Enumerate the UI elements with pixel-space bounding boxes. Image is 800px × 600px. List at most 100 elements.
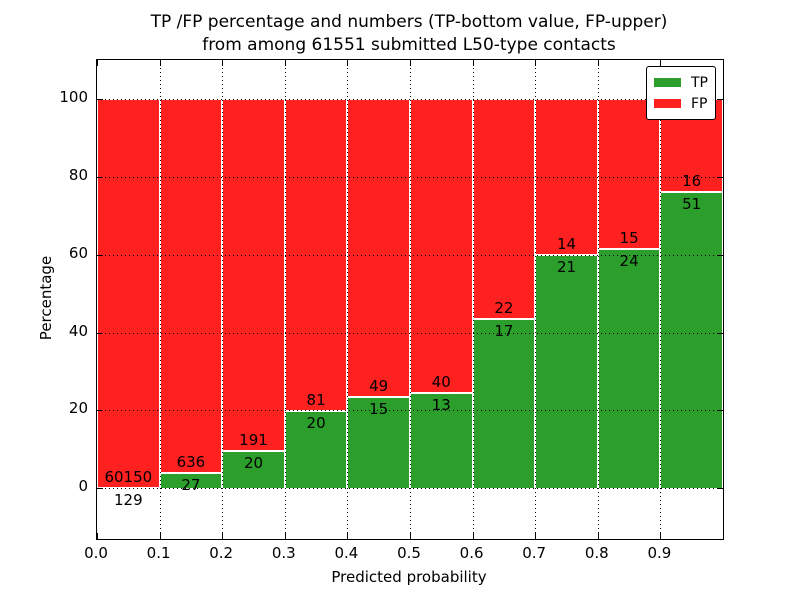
legend-item-fp: FP — [654, 93, 708, 114]
gridline-vertical — [347, 60, 349, 539]
fp-count-label: 81 — [306, 391, 326, 410]
x-tick-label: 0.6 — [459, 544, 484, 562]
x-tick-label: 0.9 — [647, 544, 672, 562]
fp-count-label: 191 — [239, 431, 268, 450]
x-tick-mark — [159, 60, 161, 66]
tp-count-label: 51 — [682, 194, 702, 213]
tp-count-label: 15 — [369, 400, 389, 419]
y-tick-label: 100 — [59, 87, 88, 106]
tp-count-label: 21 — [556, 257, 577, 276]
x-tick-label: 0.0 — [84, 544, 108, 562]
fp-count-label: 40 — [431, 372, 451, 391]
y-tick-mark — [717, 176, 723, 178]
bars-layer — [97, 60, 723, 539]
y-tick-mark — [97, 410, 103, 412]
x-axis-label: Predicted probability — [331, 568, 487, 586]
y-tick-mark — [97, 98, 103, 100]
bar-fp — [597, 98, 661, 249]
x-tick-mark — [97, 533, 98, 539]
fp-count-label: 16 — [682, 171, 702, 190]
bar-fp — [410, 98, 473, 393]
x-tick-mark — [347, 60, 349, 66]
tp-count-label: 20 — [306, 414, 326, 433]
legend-swatch-tp-icon — [654, 78, 681, 87]
legend-label-tp: TP — [691, 74, 708, 91]
fp-count-label: 15 — [619, 228, 639, 247]
tp-count-label: 17 — [494, 321, 514, 340]
bar-tp — [472, 318, 536, 489]
x-tick-mark — [222, 60, 224, 66]
x-tick-label: 0.3 — [271, 544, 296, 562]
x-tick-mark — [472, 533, 474, 539]
plot-area: 60150 129 636 27 191 20 81 20 49 15 40 13 22 17 14 21 15… — [96, 59, 724, 540]
gridline-vertical — [222, 60, 224, 539]
legend-label-fp: FP — [691, 95, 708, 112]
tp-count-label: 129 — [113, 490, 143, 509]
gridline-vertical — [472, 60, 474, 539]
bar-tp — [347, 397, 410, 489]
tp-count-label: 20 — [243, 454, 264, 473]
x-tick-mark — [535, 533, 537, 539]
tp-count-label: 13 — [431, 395, 451, 414]
chart-title-line1: TP /FP percentage and numbers (TP-bottom… — [150, 12, 668, 32]
y-tick-mark — [717, 254, 723, 256]
x-tick-mark — [472, 60, 474, 66]
bar-fp — [222, 98, 285, 452]
y-tick-mark — [97, 176, 103, 178]
fp-count-label: 49 — [369, 377, 389, 396]
legend-item-tp: TP — [654, 72, 708, 93]
y-tick-mark — [97, 254, 103, 256]
bar-fp — [535, 98, 598, 255]
chart-title-line2: from among 61551 submitted L50-type cont… — [202, 35, 616, 55]
x-tick-mark — [535, 60, 537, 66]
x-tick-mark — [347, 533, 349, 539]
y-tick-mark — [97, 332, 103, 334]
tp-count-label: 24 — [619, 251, 639, 270]
x-tick-label: 0.5 — [397, 544, 421, 562]
bar-tp — [222, 451, 285, 489]
gridline-vertical — [410, 60, 411, 539]
fp-count-label: 636 — [176, 452, 206, 471]
x-tick-label: 0.7 — [522, 544, 547, 562]
x-tick-label: 0.4 — [334, 544, 359, 562]
y-tick-label: 80 — [68, 165, 88, 184]
ticks-layer — [97, 60, 723, 539]
grid-layer — [97, 60, 723, 539]
x-tick-mark — [597, 533, 599, 539]
x-tick-mark — [222, 533, 224, 539]
x-tick-label: 0.8 — [584, 544, 609, 562]
y-tick-mark — [717, 98, 723, 100]
bar-tp — [97, 487, 160, 489]
y-tick-label: 0 — [78, 477, 88, 496]
x-tick-mark — [284, 60, 286, 66]
bar-tp — [535, 254, 598, 489]
gridline-vertical — [159, 60, 161, 539]
legend-swatch-fp-icon — [654, 99, 681, 108]
bar-labels-layer: 60150 129 636 27 191 20 81 20 49 15 40 13 22 17 14 21 15… — [97, 60, 723, 539]
gridline-vertical — [660, 60, 662, 539]
legend: TP FP — [646, 66, 716, 120]
fp-count-label: 60150 — [104, 467, 153, 486]
chart-title: TP /FP percentage and numbers (TP-bottom… — [96, 11, 722, 57]
bar-fp — [97, 98, 160, 488]
fp-count-label: 14 — [556, 234, 577, 253]
y-tick-mark — [97, 488, 103, 490]
y-tick-mark — [717, 410, 723, 412]
gridline-vertical — [535, 60, 537, 539]
x-tick-mark — [660, 533, 662, 539]
y-tick-label: 60 — [68, 243, 88, 262]
bar-tp — [597, 248, 661, 489]
y-tick-label: 40 — [68, 321, 88, 340]
x-tick-mark — [410, 533, 411, 539]
x-tick-mark — [597, 60, 599, 66]
y-tick-label: 20 — [68, 399, 88, 418]
y-tick-mark — [717, 332, 723, 334]
x-tick-mark — [410, 60, 411, 66]
bar-tp — [284, 411, 348, 489]
x-tick-mark — [284, 533, 286, 539]
fp-count-label: 22 — [494, 298, 514, 317]
gridline-vertical — [597, 60, 599, 539]
x-tick-label: 0.1 — [146, 544, 171, 562]
x-tick-mark — [660, 60, 662, 66]
